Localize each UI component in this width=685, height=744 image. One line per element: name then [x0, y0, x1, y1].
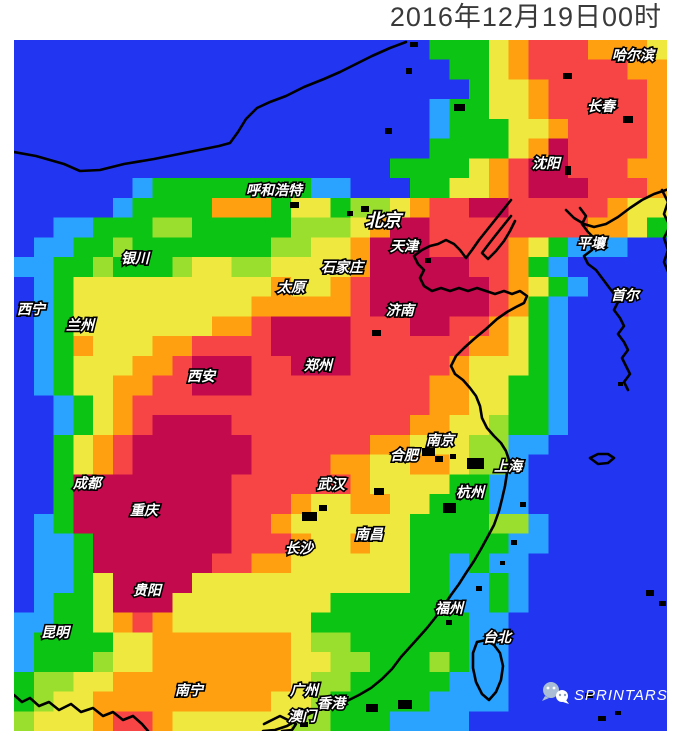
urban-mark: [520, 502, 526, 507]
city-label-台北: 台北: [483, 629, 513, 645]
aerosol-forecast-map: 哈尔滨长春沈阳呼和浩特北京天津 平壤银川石家庄 太原首尔济南 西宁兰州郑州西安南京 合肥…: [14, 40, 667, 731]
city-label-石家庄: 石家庄: [321, 259, 366, 275]
yalu-border: [564, 188, 667, 229]
urban-mark: [598, 716, 606, 721]
urban-mark: [476, 586, 482, 591]
wechat-icon: [542, 682, 569, 704]
urban-mark: [302, 512, 317, 521]
urban-mark: [454, 104, 465, 111]
page-title: 2016年12月19日00时: [389, 2, 662, 32]
urban-mark: [290, 202, 299, 208]
korea-west-coast: [578, 206, 632, 392]
city-label-银川: 银川: [121, 250, 151, 266]
city-label-平壤: 平壤: [577, 235, 608, 251]
urban-mark: [623, 116, 633, 123]
urban-mark: [615, 711, 621, 715]
urban-mark: [646, 590, 654, 596]
city-label-北京: 北京: [365, 210, 404, 230]
city-label-长沙: 长沙: [285, 540, 315, 556]
urban-mark: [385, 128, 392, 134]
urban-mark: [422, 448, 435, 456]
pollution-raster: [14, 40, 667, 731]
urban-mark: [563, 73, 572, 79]
urban-mark: [435, 456, 443, 462]
urban-mark: [361, 206, 369, 212]
urban-mark: [659, 601, 666, 606]
urban-mark: [511, 540, 517, 545]
city-label-长春: 长春: [587, 98, 617, 114]
urban-mark: [500, 561, 505, 565]
watermark: SPRINTARS: [542, 682, 667, 704]
city-label-上海: 上海: [494, 458, 525, 474]
city-label-西宁: 西宁: [17, 301, 47, 317]
urban-mark: [300, 722, 308, 727]
city-label-成都: 成都: [72, 475, 104, 491]
jeju-island: [588, 452, 616, 466]
city-label-贵阳: 贵阳: [133, 582, 163, 598]
city-label-济南: 济南: [386, 302, 417, 318]
urban-mark: [565, 166, 571, 175]
urban-mark: [366, 704, 378, 712]
city-label-哈尔滨: 哈尔滨: [612, 47, 656, 63]
city-label-兰州: 兰州: [66, 317, 96, 333]
city-label-首尔: 首尔: [611, 287, 642, 303]
korea-east-coast: [660, 188, 667, 273]
urban-area-marks: [290, 42, 666, 727]
urban-mark: [450, 454, 456, 459]
city-label-天津: 天津: [390, 238, 420, 254]
liaodong-peninsula: [480, 214, 517, 261]
urban-mark: [372, 330, 381, 336]
bohai-coast: [412, 198, 529, 462]
mongolia-border: [14, 40, 408, 173]
city-label-南昌: 南昌: [355, 526, 384, 542]
city-label-福州: 福州: [435, 600, 465, 616]
urban-mark: [398, 700, 412, 709]
east-coast: [261, 458, 511, 731]
city-label-太原: 太原: [276, 279, 308, 295]
urban-mark: [467, 458, 484, 469]
urban-mark: [406, 68, 412, 74]
urban-mark: [446, 620, 452, 625]
city-label-南宁: 南宁: [175, 682, 205, 698]
city-label-沈阳: 沈阳: [532, 155, 562, 171]
city-label-香港: 香港: [317, 695, 348, 711]
city-label-南京: 南京: [426, 432, 456, 448]
urban-mark: [443, 503, 456, 513]
watermark-text: SPRINTARS: [574, 687, 667, 704]
coastlines-and-borders: [14, 40, 667, 731]
urban-mark: [347, 211, 353, 216]
urban-mark: [319, 505, 327, 511]
vietnam-border: [14, 693, 150, 731]
city-label-西安: 西安: [187, 368, 217, 384]
city-label-重庆: 重庆: [130, 502, 161, 518]
city-label-昆明: 昆明: [41, 624, 72, 640]
city-label-杭州: 杭州: [456, 484, 486, 500]
city-label-澳门: 澳门: [288, 708, 318, 724]
urban-mark: [374, 488, 384, 495]
city-label-合肥: 合肥: [390, 447, 420, 463]
leizhou-coast: [262, 714, 298, 731]
taiwan-island: [471, 638, 505, 702]
urban-mark: [410, 42, 418, 47]
city-label-武汉: 武汉: [317, 476, 347, 492]
urban-mark: [585, 693, 593, 698]
urban-mark: [425, 258, 431, 263]
urban-mark: [618, 382, 623, 386]
city-label-呼和浩特: 呼和浩特: [246, 182, 304, 198]
city-label-广州: 广州: [289, 682, 320, 698]
city-label-郑州: 郑州: [303, 357, 334, 373]
